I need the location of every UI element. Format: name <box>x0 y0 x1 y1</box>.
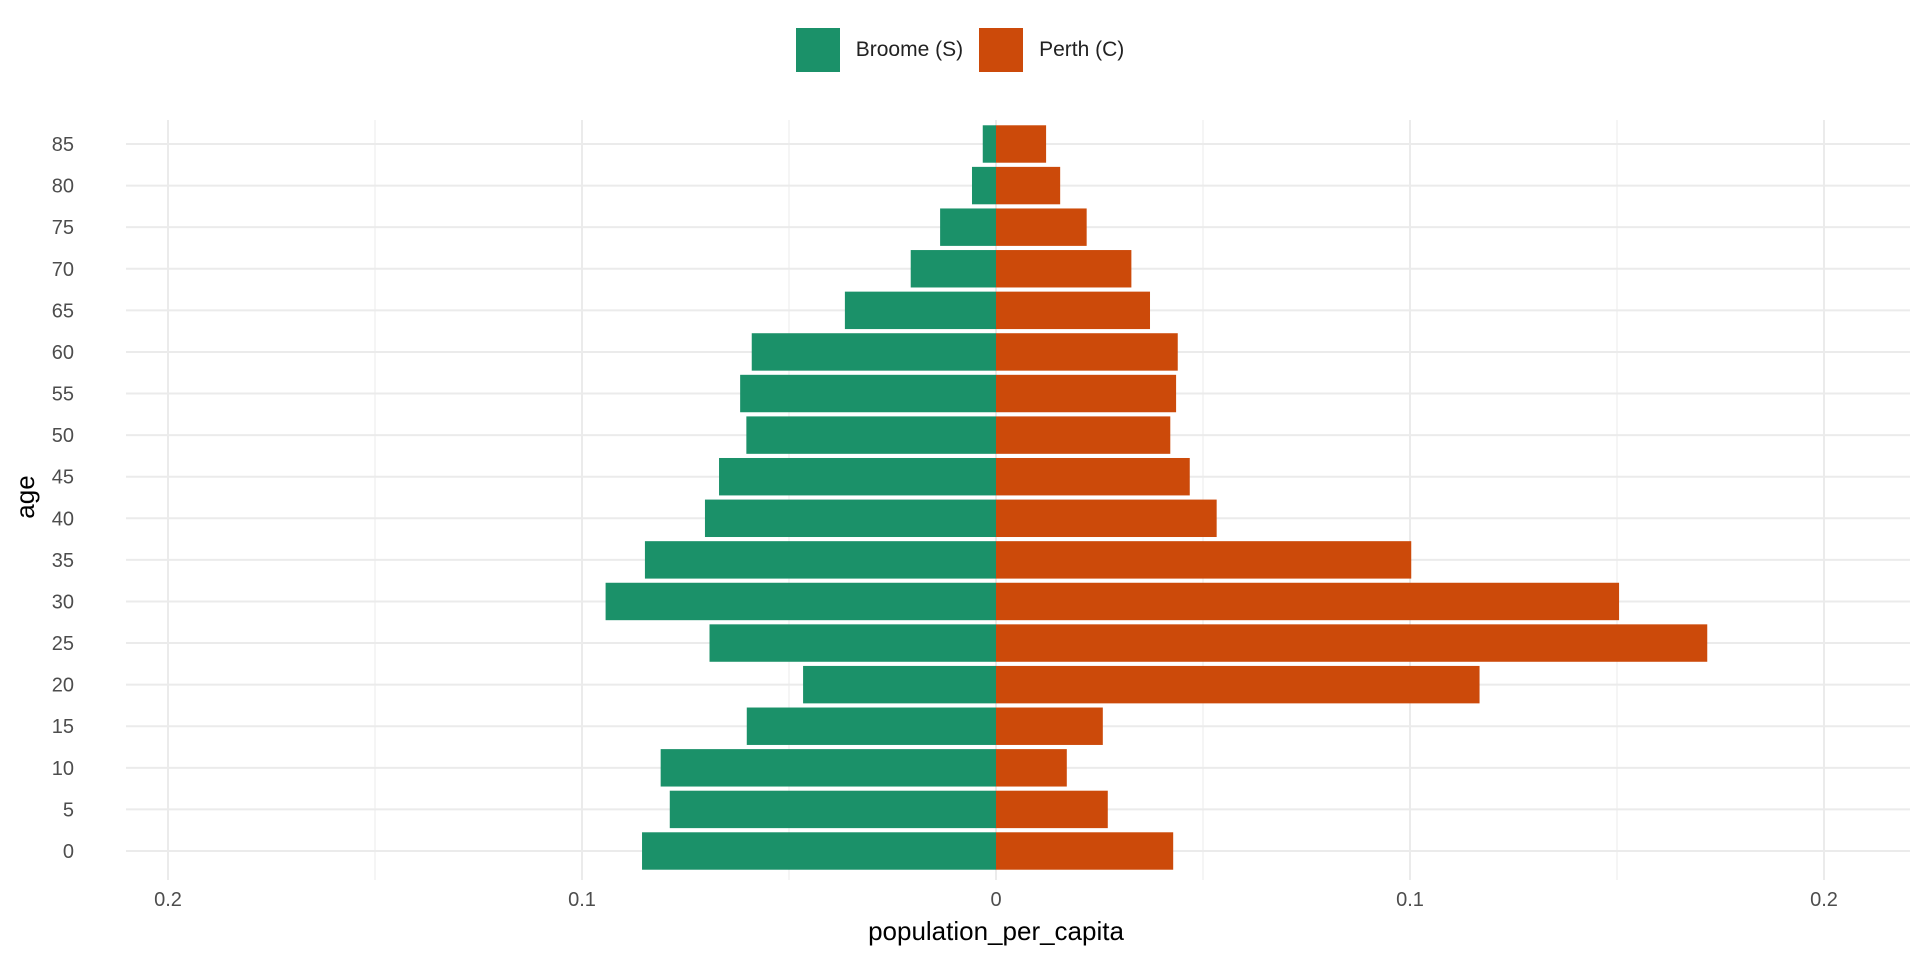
bar-broome-age-5 <box>669 790 996 829</box>
bar-broome-age-30 <box>605 582 996 621</box>
bar-perth-age-70 <box>996 250 1132 288</box>
x-tick-label: 0.2 <box>154 889 182 911</box>
x-axis-title: population_per_capita <box>868 916 1124 946</box>
bar-perth-age-5 <box>996 790 1108 829</box>
x-axis-ticks: 0.2 0.1 0 0.1 0.2 <box>154 889 1838 911</box>
bar-broome-age-55 <box>740 374 996 413</box>
bar-broome-age-85 <box>982 125 996 163</box>
bar-broome-age-45 <box>719 457 996 496</box>
y-tick-label: 0 <box>63 841 74 863</box>
y-tick-label: 25 <box>52 633 74 655</box>
bar-broome-age-65 <box>844 291 996 330</box>
y-tick-label: 45 <box>52 467 74 489</box>
bar-broome-age-50 <box>746 416 996 454</box>
bar-perth-age-75 <box>996 208 1087 246</box>
bar-perth-age-50 <box>996 416 1171 454</box>
x-tick-label: 0.1 <box>568 889 596 911</box>
bar-broome-age-20 <box>803 665 996 704</box>
y-tick-label: 65 <box>52 300 74 322</box>
y-tick-label: 85 <box>52 134 74 156</box>
y-tick-label: 70 <box>52 259 74 281</box>
y-tick-label: 75 <box>52 217 74 239</box>
y-tick-label: 30 <box>52 591 74 613</box>
y-tick-label: 5 <box>63 799 74 821</box>
bar-perth-age-35 <box>996 541 1412 579</box>
bar-perth-age-45 <box>996 457 1190 496</box>
y-tick-label: 10 <box>52 758 74 780</box>
bar-broome-age-75 <box>940 208 996 246</box>
legend-label-broome: Broome (S) <box>855 38 964 61</box>
bar-perth-age-0 <box>996 832 1174 870</box>
legend-item-perth: Perth (C) <box>979 28 1124 72</box>
legend-label-perth: Perth (C) <box>1039 38 1125 61</box>
bar-broome-age-25 <box>709 624 996 662</box>
x-tick-label: 0.2 <box>1810 889 1838 911</box>
bar-broome-age-40 <box>704 499 996 538</box>
bars <box>605 125 1708 870</box>
bar-perth-age-20 <box>996 665 1480 704</box>
bar-perth-age-40 <box>996 499 1217 538</box>
bar-broome-age-10 <box>660 749 996 787</box>
bar-broome-age-0 <box>642 832 996 870</box>
y-axis-ticks: 0 5 10 15 20 25 30 35 40 45 50 55 60 65 70 75 80 85 <box>52 134 74 863</box>
bar-perth-age-55 <box>996 374 1177 413</box>
y-tick-label: 35 <box>52 550 74 572</box>
y-tick-label: 80 <box>52 176 74 198</box>
x-tick-label: 0 <box>990 889 1001 911</box>
legend-swatch-perth <box>979 28 1024 72</box>
bar-perth-age-10 <box>996 749 1067 787</box>
bar-perth-age-65 <box>996 291 1151 330</box>
bar-broome-age-80 <box>971 166 996 205</box>
bar-broome-age-35 <box>644 541 996 579</box>
bar-perth-age-30 <box>996 582 1620 621</box>
bar-broome-age-60 <box>751 333 996 371</box>
y-tick-label: 40 <box>52 508 74 530</box>
bar-perth-age-15 <box>996 707 1103 745</box>
legend-swatch-broome <box>795 28 840 72</box>
bar-perth-age-85 <box>996 125 1047 163</box>
y-axis-title: age <box>10 475 40 518</box>
y-tick-label: 15 <box>52 716 74 738</box>
y-tick-label: 50 <box>52 425 74 447</box>
bar-perth-age-60 <box>996 333 1178 371</box>
bar-broome-age-15 <box>746 707 996 745</box>
legend: Broome (S) Perth (C) <box>0 28 1920 72</box>
bar-perth-age-25 <box>996 624 1708 662</box>
legend-item-broome: Broome (S) <box>795 28 964 72</box>
y-tick-label: 60 <box>52 342 74 364</box>
bar-broome-age-70 <box>910 250 996 288</box>
y-tick-label: 20 <box>52 675 74 697</box>
x-tick-label: 0.1 <box>1396 889 1424 911</box>
y-tick-label: 55 <box>52 384 74 406</box>
bar-perth-age-80 <box>996 166 1061 205</box>
